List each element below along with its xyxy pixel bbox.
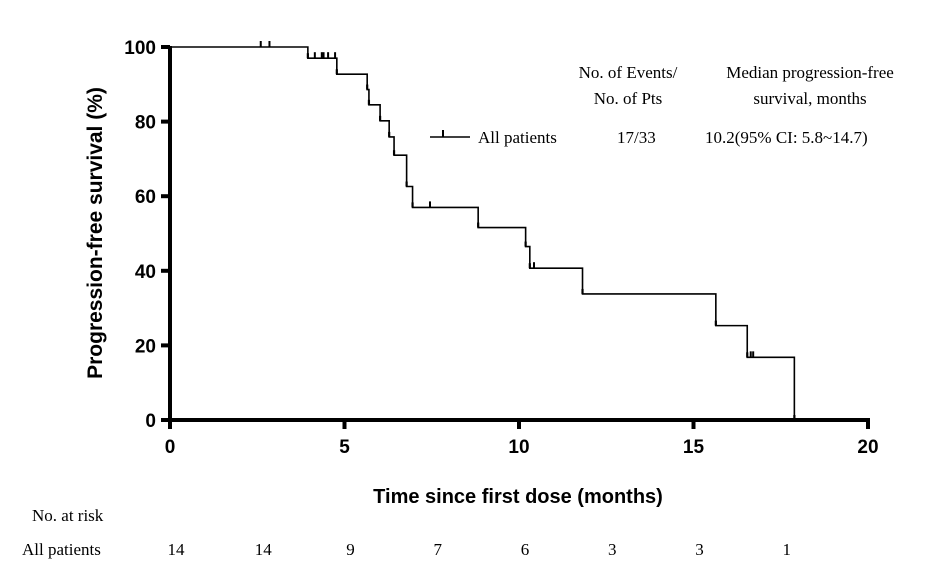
survival-curve — [170, 41, 796, 420]
risk-count: 9 — [346, 540, 355, 559]
legend-header-events-2: No. of Pts — [594, 89, 662, 108]
y-tick-label: 40 — [135, 262, 156, 283]
risk-count: 3 — [695, 540, 704, 559]
legend-header-events-1: No. of Events/ — [579, 63, 678, 82]
risk-count: 14 — [168, 540, 186, 559]
x-tick-label: 5 — [339, 437, 350, 458]
risk-table-row-label: All patients — [22, 540, 101, 559]
risk-table: No. at risk All patients 14 14 9 7 6 3 3 1 — [22, 506, 791, 559]
legend-series-label: All patients — [478, 128, 557, 147]
x-tick-label: 15 — [683, 437, 705, 458]
risk-table-title: No. at risk — [32, 506, 104, 525]
risk-count: 6 — [521, 540, 530, 559]
y-tick-label: 100 — [124, 38, 156, 59]
x-tick-label: 10 — [508, 437, 529, 458]
survival-step-line — [170, 46, 796, 420]
axes: 0 5 10 15 20 0 20 40 60 80 100 — [124, 38, 878, 458]
y-tick-label: 60 — [135, 187, 156, 208]
x-tick-label: 0 — [165, 437, 176, 458]
risk-table-values: 14 14 9 7 6 3 3 1 — [168, 540, 792, 559]
legend-header-median-2: survival, months — [753, 89, 866, 108]
legend-events-value: 17/33 — [617, 128, 656, 147]
risk-count: 1 — [783, 540, 792, 559]
y-axis-label: Progression-free survival (%) — [84, 87, 107, 379]
y-tick-label: 0 — [145, 411, 156, 432]
y-tick-label: 20 — [135, 336, 156, 357]
legend-median-value: 10.2(95% CI: 5.8~14.7) — [705, 128, 868, 147]
x-tick-label: 20 — [857, 437, 878, 458]
y-tick-label: 80 — [135, 113, 156, 134]
risk-count: 3 — [608, 540, 617, 559]
legend: No. of Events/ No. of Pts Median progres… — [430, 63, 894, 147]
risk-count: 14 — [255, 540, 273, 559]
x-axis-label: Time since first dose (months) — [373, 486, 663, 508]
risk-count: 7 — [434, 540, 443, 559]
legend-header-median-1: Median progression-free — [726, 63, 894, 82]
